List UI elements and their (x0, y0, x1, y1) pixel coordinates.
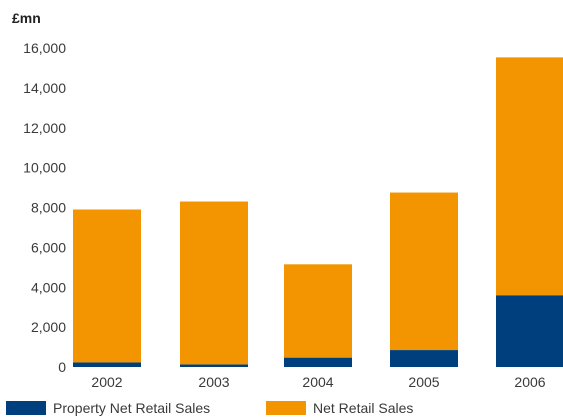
y-axis-unit-label: £mn (12, 10, 41, 26)
bar-segment-net-retail-sales-2003 (180, 201, 248, 365)
bar-segment-property-net-retail-sales-2005 (390, 350, 458, 367)
bar-segment-property-net-retail-sales-2003 (180, 364, 248, 367)
y-tick-label: 8,000 (31, 200, 66, 216)
bar-segment-property-net-retail-sales-2006 (496, 295, 563, 367)
legend-label: Property Net Retail Sales (53, 400, 210, 416)
bars (73, 57, 563, 367)
y-tick-label: 2,000 (31, 319, 66, 335)
bar-segment-net-retail-sales-2004 (284, 264, 352, 358)
legend-swatch-property-net-retail-sales (6, 401, 46, 415)
x-tick-label: 2003 (198, 374, 229, 390)
bar-segment-net-retail-sales-2006 (496, 57, 563, 296)
y-tick-label: 4,000 (31, 279, 66, 295)
y-tick-label: 6,000 (31, 239, 66, 255)
bar-segment-net-retail-sales-2002 (73, 209, 141, 363)
y-axis: 0 2,000 4,000 6,000 8,000 10,000 12,000 14,000 1… (23, 40, 66, 375)
x-axis: 2002 2003 2004 2005 2006 (91, 374, 545, 390)
y-tick-label: 0 (58, 359, 66, 375)
y-tick-label: 12,000 (23, 120, 66, 136)
legend: Property Net Retail Sales Net Retail Sale… (6, 400, 413, 416)
legend-swatch-net-retail-sales (266, 401, 306, 415)
x-tick-label: 2005 (408, 374, 439, 390)
bar-segment-net-retail-sales-2005 (390, 192, 458, 351)
x-tick-label: 2002 (91, 374, 122, 390)
y-tick-label: 16,000 (23, 40, 66, 56)
legend-label: Net Retail Sales (313, 400, 413, 416)
bar-segment-property-net-retail-sales-2002 (73, 362, 141, 367)
y-tick-label: 14,000 (23, 80, 66, 96)
x-tick-label: 2004 (302, 374, 333, 390)
bar-segment-property-net-retail-sales-2004 (284, 357, 352, 367)
y-tick-label: 10,000 (23, 160, 66, 176)
x-tick-label: 2006 (514, 374, 545, 390)
